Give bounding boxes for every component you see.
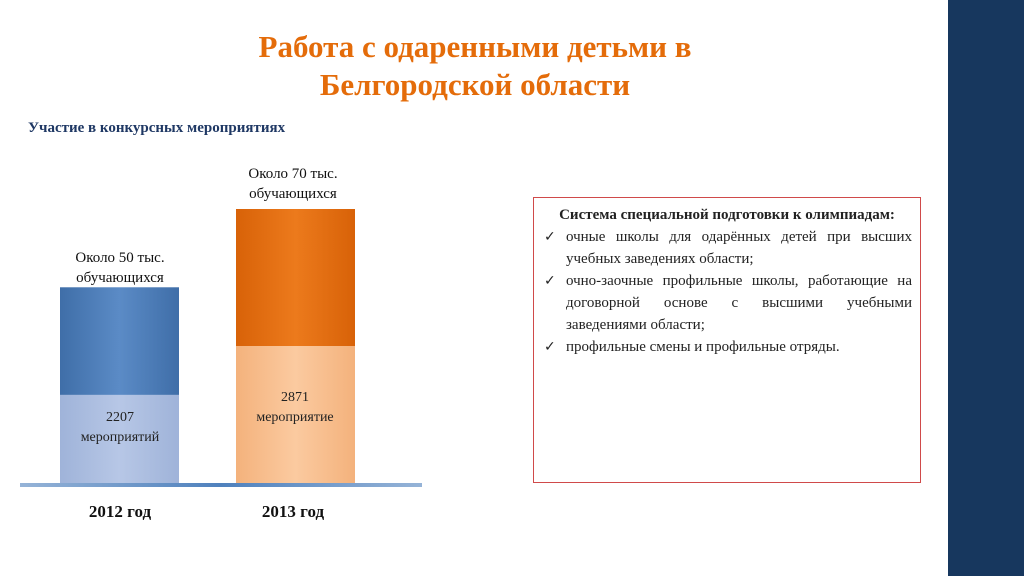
bar-2013-inner-value: 2871 [281, 390, 309, 405]
olympiad-preparation-box: Система специальной подготовки к олимпиа… [533, 197, 921, 483]
side-band [948, 0, 1024, 576]
bar-2012-inner-unit: мероприятий [80, 430, 160, 445]
bar-chart: Около 50 тыс. обучающихся Около 70 тыс. … [0, 0, 440, 576]
bar-2013-students [236, 209, 355, 346]
bar-2012-inner-value: 2207 [106, 410, 134, 425]
list-item: ✓ профильные смены и профильные отряды. [542, 336, 912, 358]
bar-2013-events [236, 346, 355, 483]
bar-2012-top-label-line2: обучающихся [76, 270, 164, 286]
title-line-2: Белгородской области [319, 67, 631, 102]
bar-2013-top-label: Около 70 тыс. обучающихся [228, 164, 358, 204]
list-item: ✓ очно-заочные профильные школы, работаю… [542, 270, 912, 336]
slide-title: Работа с одаренными детьми в Белгородско… [150, 28, 800, 104]
list-item-text: профильные смены и профильные отряды. [566, 339, 840, 355]
check-icon: ✓ [544, 229, 556, 245]
bar-2012-top-label: Около 50 тыс. обучающихся [55, 248, 185, 288]
list-item-text: очные школы для одарённых детей при высш… [566, 229, 912, 267]
bar-2013-inner-unit: мероприятие [256, 410, 334, 425]
bar-2012-students [60, 287, 179, 395]
bar-2013-inner-label: 2871 мероприятие [230, 388, 360, 428]
chart-baseline [20, 483, 422, 487]
section-heading: Участие в конкурсных мероприятиях [28, 120, 286, 136]
check-icon: ✓ [544, 273, 556, 289]
list-item: ✓ очные школы для одарённых детей при вы… [542, 226, 912, 270]
check-icon: ✓ [544, 339, 556, 355]
bar-2012-top-label-line1: Около 50 тыс. [75, 250, 165, 266]
chart-svg [20, 209, 422, 487]
olympiad-list: ✓ очные школы для одарённых детей при вы… [542, 226, 912, 358]
x-tick-label-2013: 2013 год [261, 502, 325, 521]
bar-2013-top-label-line1: Около 70 тыс. [248, 166, 338, 182]
bar-2012-events [60, 394, 179, 483]
list-item-text: очно-заочные профильные школы, работающи… [566, 273, 912, 333]
x-tick-label-2012: 2012 год [88, 502, 152, 521]
title-line-1: Работа с одаренными детьми в [258, 29, 692, 64]
bar-2013-top-label-line2: обучающихся [249, 186, 337, 202]
olympiad-box-title: Система специальной подготовки к олимпиа… [559, 207, 895, 223]
bar-2012-inner-label: 2207 мероприятий [55, 408, 185, 448]
